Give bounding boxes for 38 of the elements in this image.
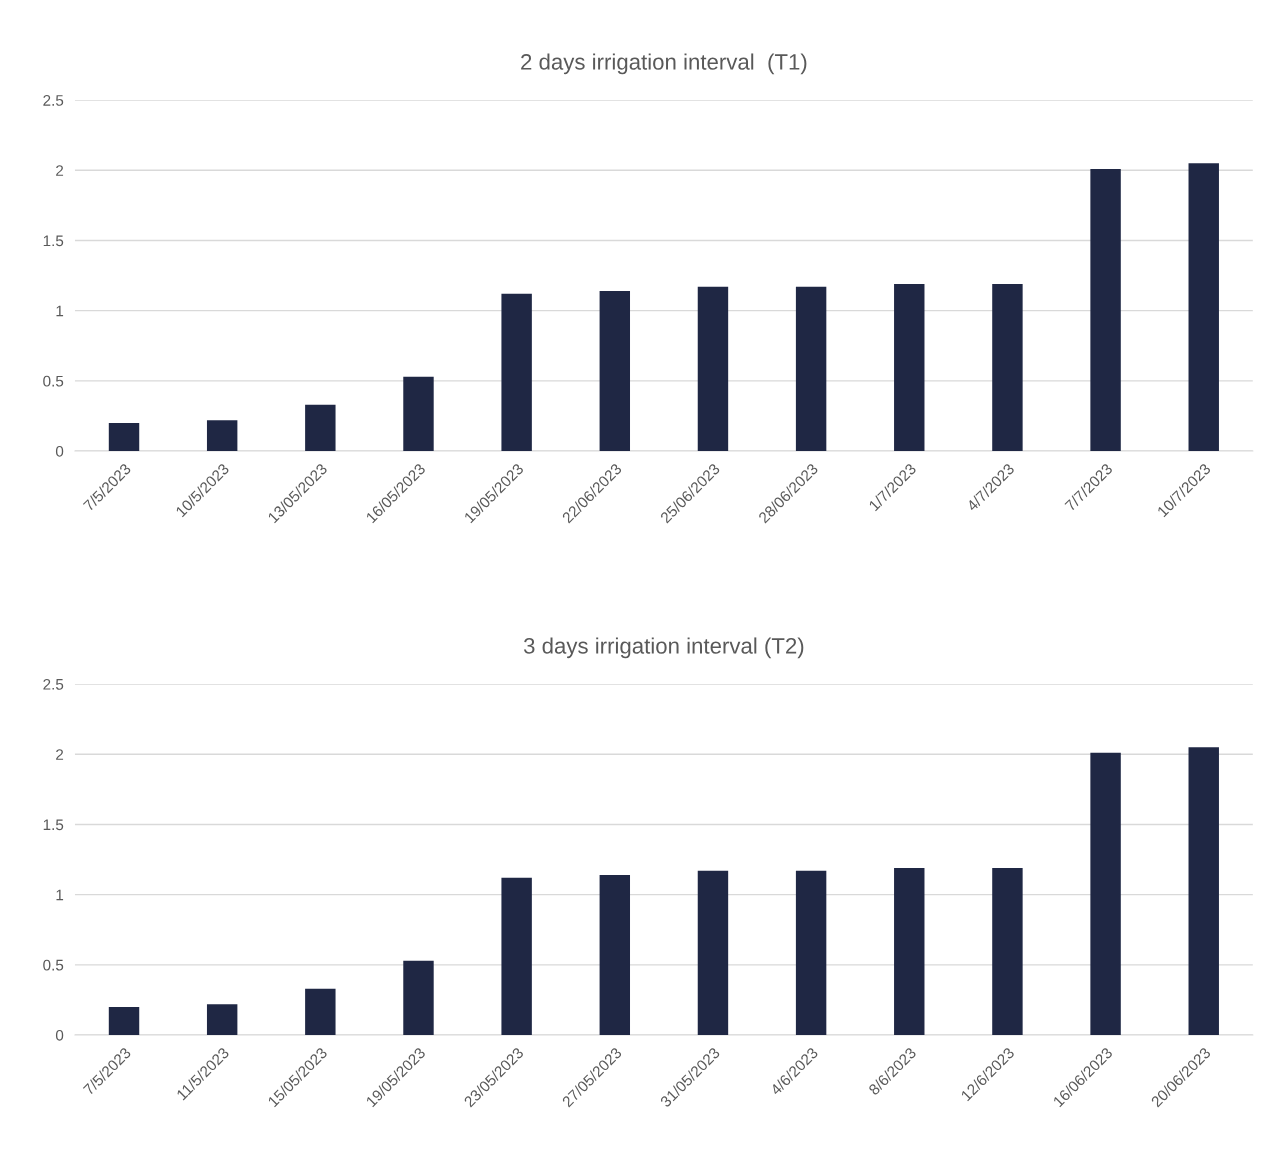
bar	[894, 867, 925, 1036]
bar	[305, 988, 336, 1036]
bar	[697, 870, 729, 1036]
bar	[1090, 168, 1121, 452]
bar	[992, 284, 1023, 452]
bar	[1188, 747, 1219, 1036]
bar	[108, 422, 140, 452]
bar	[599, 875, 631, 1036]
y-tick-label: 2.5	[43, 678, 64, 690]
bar	[697, 286, 729, 452]
bar	[403, 376, 434, 452]
y-tick-label: 1	[56, 889, 64, 901]
y-tick-label: 2	[56, 165, 64, 176]
bar	[992, 867, 1023, 1036]
y-tick-label: 1.5	[43, 819, 64, 831]
y-tick-label: 0.5	[43, 959, 64, 971]
bar	[501, 877, 532, 1036]
y-tick-label: 0	[55, 445, 64, 457]
bar	[501, 293, 532, 452]
bar	[795, 870, 827, 1036]
y-tick-label: 1.5	[43, 235, 64, 247]
bar	[599, 291, 631, 452]
y-tick-label: 0	[55, 1029, 64, 1041]
bar	[108, 1006, 140, 1036]
chart-title: 2 days irrigation interval (T1)	[521, 53, 807, 75]
y-tick-label: 1	[56, 305, 64, 317]
y-tick-label: 0.5	[43, 375, 64, 387]
bar	[305, 404, 336, 452]
bar	[795, 286, 827, 452]
bar	[1090, 752, 1121, 1036]
bar	[894, 284, 925, 452]
y-tick-label: 2.5	[43, 94, 64, 106]
bar	[206, 1004, 238, 1036]
chart-title: 3 days irrigation interval (T2)	[523, 637, 804, 659]
bar	[403, 960, 434, 1036]
bar	[206, 420, 238, 452]
y-tick-label: 2	[56, 749, 64, 760]
bar	[1188, 163, 1219, 452]
